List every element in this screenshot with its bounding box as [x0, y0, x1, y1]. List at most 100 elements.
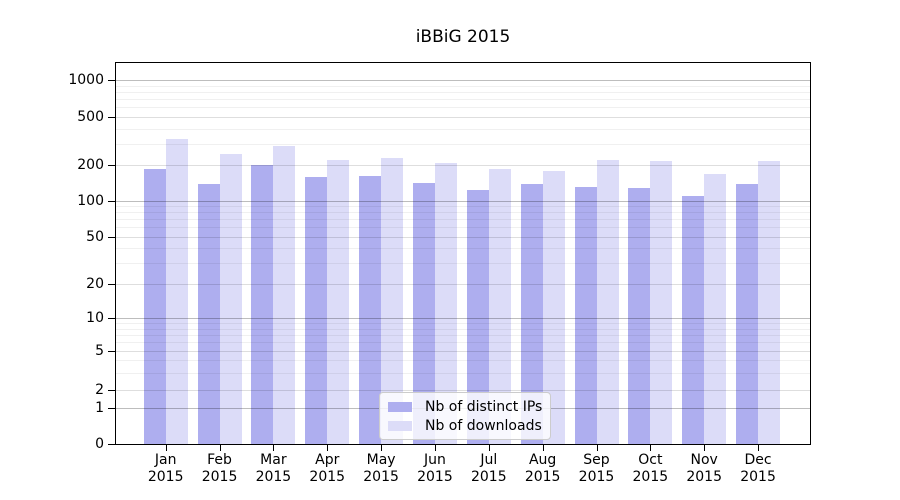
bar-dec-downloads [758, 161, 781, 444]
bar-jan-downloads [165, 138, 188, 444]
gridline-40 [116, 248, 810, 250]
x-tick-label-nov: Nov 2015 [686, 452, 722, 485]
bar-feb-downloads [219, 154, 242, 444]
gridline-8 [116, 328, 810, 330]
y-tick-1 [108, 407, 115, 409]
gridline-80 [116, 212, 810, 214]
gridline-7 [116, 334, 810, 336]
legend-label-downloads: Nb of downloads [425, 417, 542, 434]
x-tick-feb [219, 445, 221, 451]
x-tick-label-oct: Oct 2015 [632, 452, 669, 485]
x-tick-jan [165, 445, 167, 451]
gridline-20 [116, 284, 810, 285]
gridline-60 [116, 227, 810, 229]
bar-dec-distinct-ips [736, 183, 759, 444]
x-tick-label-may: May 2015 [363, 452, 399, 485]
gridline-4 [116, 360, 810, 362]
bar-mar-downloads [273, 145, 296, 444]
bar-aug-downloads [542, 171, 565, 444]
bar-jul-downloads [488, 169, 511, 444]
x-tick-sep [596, 445, 598, 451]
gridline-90 [116, 206, 810, 208]
y-tick-10 [108, 318, 115, 320]
x-tick-jul [488, 445, 490, 451]
gridline-900 [116, 85, 810, 87]
bar-apr-downloads [327, 160, 350, 444]
x-tick-label-jun: Jun 2015 [417, 452, 453, 485]
y-tick-label-500: 500 [77, 109, 104, 126]
gridline-700 [116, 99, 810, 101]
y-tick-label-200: 200 [77, 156, 104, 173]
bar-layer [116, 63, 810, 444]
y-tick-label-0: 0 [95, 436, 104, 452]
x-tick-label-jan: Jan 2015 [147, 452, 184, 485]
gridline-800 [116, 92, 810, 93]
x-tick-label-aug: Aug 2015 [524, 452, 561, 485]
bar-jul-distinct-ips [466, 189, 489, 444]
legend: Nb of distinct IPs Nb of downloads [379, 392, 552, 440]
legend-item-distinct-ips: Nb of distinct IPs [388, 397, 542, 416]
gridline-30 [116, 263, 810, 265]
gridline-1000 [116, 80, 810, 81]
bar-mar-distinct-ips [251, 164, 274, 444]
gridline-100 [116, 201, 810, 202]
gridline-3 [116, 372, 810, 374]
x-tick-label-mar: Mar 2015 [255, 452, 292, 485]
bar-oct-distinct-ips [628, 188, 651, 444]
y-tick-500 [108, 117, 115, 119]
x-tick-nov [704, 445, 706, 451]
x-tick-label-dec: Dec 2015 [740, 452, 776, 485]
plot-area [115, 62, 811, 445]
y-tick-5 [108, 350, 115, 352]
bar-sep-distinct-ips [574, 186, 597, 444]
y-tick-2 [108, 390, 115, 391]
gridline-10 [116, 318, 810, 320]
y-tick-label-100: 100 [77, 193, 104, 209]
gridline-500 [116, 117, 810, 119]
legend-swatch-downloads [388, 420, 412, 431]
y-tick-20 [108, 284, 115, 285]
x-tick-may [381, 445, 383, 451]
gridline-200 [116, 164, 810, 166]
x-tick-dec [758, 445, 760, 451]
bar-feb-distinct-ips [197, 184, 220, 444]
y-tick-label-50: 50 [86, 228, 104, 245]
bar-nov-downloads [704, 174, 727, 444]
bar-jan-distinct-ips [143, 168, 166, 444]
bar-may-downloads [381, 158, 404, 444]
bar-jun-downloads [434, 163, 457, 444]
gridline-50 [116, 236, 810, 238]
x-tick-apr [327, 445, 329, 451]
bar-nov-distinct-ips [682, 195, 705, 444]
y-tick-200 [108, 164, 115, 166]
y-tick-100 [108, 201, 115, 202]
gridline-300 [116, 143, 810, 145]
x-tick-mar [273, 445, 275, 451]
x-tick-jun [434, 445, 436, 451]
gridline-9 [116, 323, 810, 325]
x-tick-label-apr: Apr 2015 [309, 452, 346, 485]
x-tick-label-sep: Sep 2015 [578, 452, 615, 485]
y-tick-label-5: 5 [95, 342, 104, 359]
bar-apr-distinct-ips [305, 176, 328, 444]
y-tick-label-2: 2 [95, 382, 104, 398]
y-tick-1000 [108, 80, 115, 81]
gridline-600 [116, 107, 810, 109]
grid-layer [116, 63, 810, 444]
chart-title: iBBiG 2015 [415, 27, 511, 47]
gridline-400 [116, 128, 810, 130]
gridline-2 [116, 390, 810, 391]
bar-may-distinct-ips [359, 176, 382, 444]
gridline-5 [116, 350, 810, 352]
bar-aug-distinct-ips [520, 184, 543, 444]
x-tick-label-feb: Feb 2015 [201, 452, 238, 485]
y-tick-label-1000: 1000 [68, 72, 104, 88]
x-tick-label-jul: Jul 2015 [470, 452, 507, 485]
bar-sep-downloads [596, 160, 619, 444]
gridline-70 [116, 219, 810, 221]
y-tick-label-10: 10 [86, 310, 104, 327]
y-tick-50 [108, 236, 115, 238]
x-tick-oct [650, 445, 652, 451]
legend-swatch-distinct-ips [388, 401, 412, 412]
